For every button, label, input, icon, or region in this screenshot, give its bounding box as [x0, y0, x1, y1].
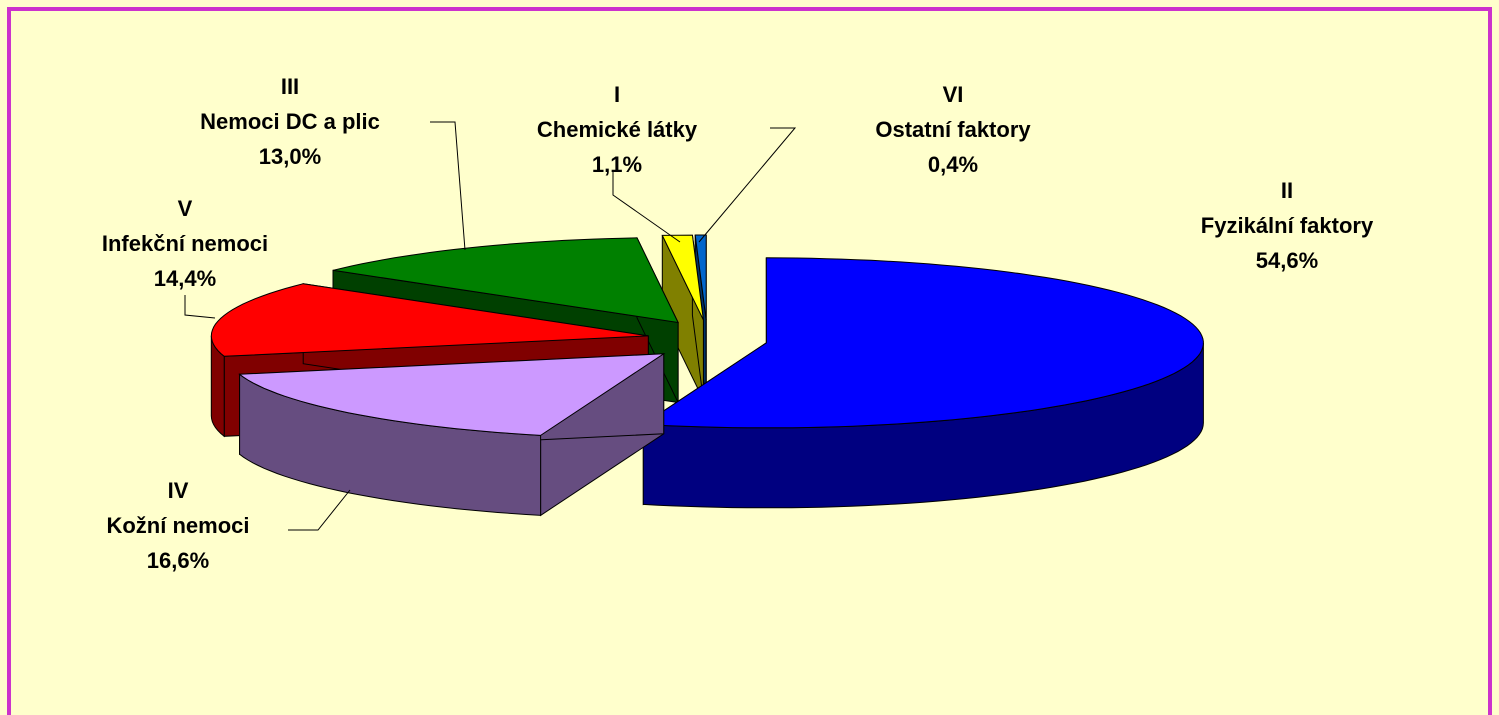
slice	[332, 237, 679, 324]
leader-line	[612, 170, 681, 243]
label-name: Nemoci DC a plic	[200, 109, 380, 134]
label-name: Ostatní faktory	[875, 117, 1031, 142]
label-value: 14,4%	[154, 266, 216, 291]
leader-line	[430, 121, 466, 251]
label-name: Infekční nemoci	[102, 231, 268, 256]
pie	[210, 234, 1204, 517]
label-name: Kožní nemoci	[106, 513, 249, 538]
label-code: V	[178, 196, 193, 221]
labels: I Chemické látky 1,1% VI Ostatní faktory 0,4%…	[102, 74, 1374, 573]
label-name: Chemické látky	[537, 117, 698, 142]
label-value: 54,6%	[1256, 248, 1318, 273]
slice	[661, 234, 704, 321]
label-code: VI	[943, 82, 964, 107]
label-value: 1,1%	[592, 152, 642, 177]
slice	[238, 353, 666, 436]
border	[7, 7, 1492, 715]
slice	[694, 234, 707, 321]
label-name: Fyzikální faktory	[1201, 213, 1374, 238]
label-value: 16,6%	[147, 548, 209, 573]
label-code: IV	[168, 478, 189, 503]
label-code: I	[614, 82, 620, 107]
label-value: 13,0%	[259, 144, 321, 169]
leader-line	[288, 489, 351, 531]
slice	[210, 283, 649, 357]
slice	[641, 257, 1204, 429]
leader-line	[184, 295, 216, 319]
label-value: 0,4%	[928, 152, 978, 177]
label-code: II	[1281, 178, 1293, 203]
label-code: III	[281, 74, 299, 99]
leader-line	[698, 127, 797, 243]
